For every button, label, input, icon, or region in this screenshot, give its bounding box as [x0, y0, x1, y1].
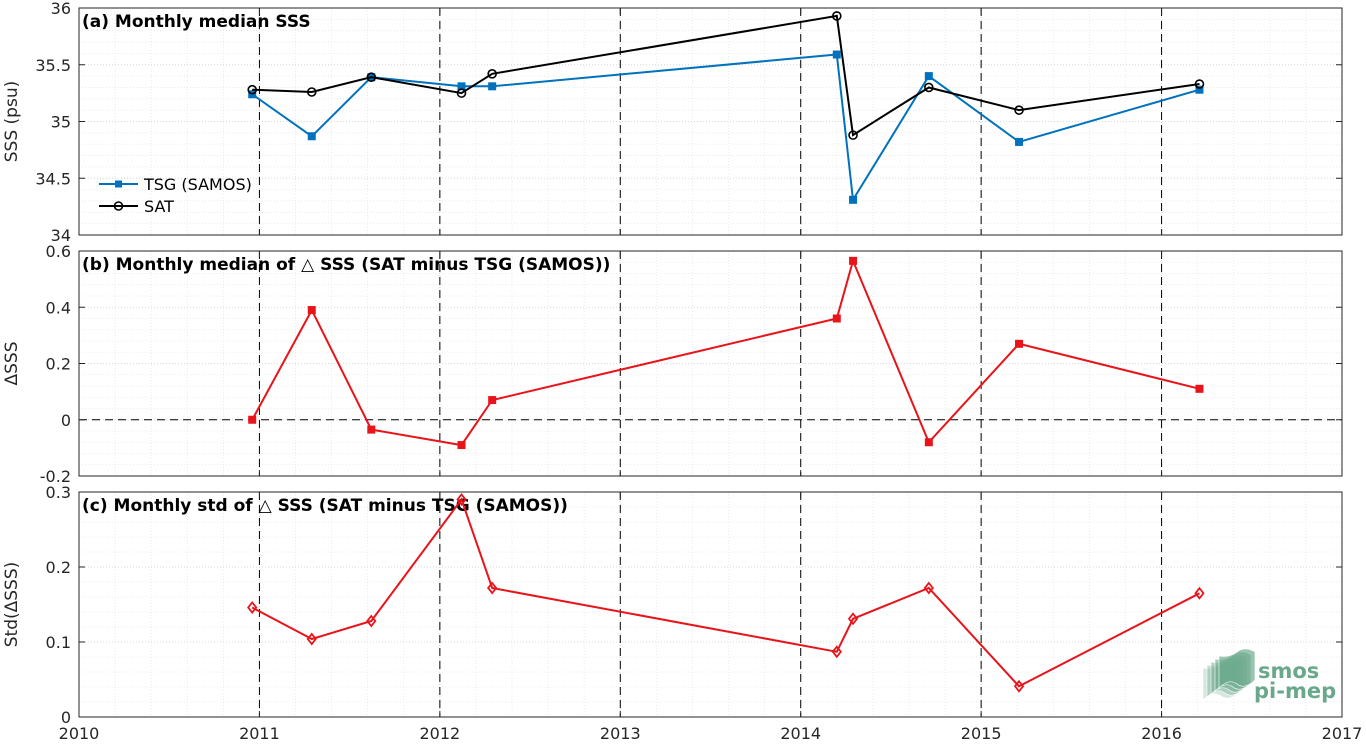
data-point [924, 438, 933, 447]
data-point [367, 425, 376, 434]
y-tick-label: 0.3 [46, 483, 71, 502]
wave-stack-logo-icon [1202, 648, 1256, 701]
logo-line2: pi-mep [1254, 679, 1336, 703]
data-point [1013, 679, 1025, 693]
panel-title: (c) Monthly std of △ SSS (SAT minus TSG … [82, 496, 568, 516]
data-point [831, 645, 842, 659]
grid [78, 250, 1343, 477]
y-tick-label: 34.5 [35, 169, 71, 188]
y-tick-label: 0.2 [46, 558, 71, 577]
y-tick-label: 0 [61, 708, 71, 727]
logo-wave-sheet [1218, 648, 1256, 689]
x-tick-label: 2012 [419, 724, 460, 743]
grid [78, 7, 1343, 236]
data-point [1014, 105, 1024, 115]
axes-box [78, 491, 1343, 718]
data-point [488, 82, 497, 91]
data-point [456, 88, 467, 98]
data-point [247, 84, 258, 95]
data-point [831, 11, 842, 21]
data-point [849, 256, 858, 265]
legend-swatch-marker [113, 201, 124, 211]
data-point [366, 614, 377, 628]
data-point [832, 50, 841, 59]
data-point [456, 493, 467, 506]
panel-title: (a) Monthly median SSS [82, 12, 311, 32]
series-line [251, 53, 1200, 203]
y-axis-label: SSS (psu) [2, 81, 22, 162]
data-point [924, 72, 933, 81]
x-tick-label: 2017 [1322, 724, 1363, 743]
smos-pi-mep-logo: smos pi-mep [1202, 648, 1336, 703]
y-tick-label: 0.6 [46, 242, 71, 261]
y-tick-label: 34 [51, 226, 71, 245]
y-tick-label: 0.2 [46, 355, 71, 374]
x-tick-label: 2016 [1141, 724, 1182, 743]
data-point [1195, 384, 1204, 393]
y-tick-label: 35.5 [35, 56, 71, 75]
data-point [924, 82, 934, 93]
data-point [848, 130, 858, 140]
data-point [923, 581, 934, 595]
data-point [849, 195, 858, 204]
y-tick-label: 0.1 [46, 633, 71, 652]
series-delta-sss [248, 256, 1204, 450]
data-point [487, 581, 498, 595]
data-point [1015, 339, 1024, 348]
y-tick-label: 36 [51, 0, 71, 18]
chart-panel-a: 34 34.5 35 35.5 36 SSS (psu) (a) Monthly media… [2, 0, 1343, 245]
data-point [366, 72, 377, 83]
x-tick-label: 2015 [961, 724, 1002, 743]
series-line [251, 257, 1200, 447]
grid [78, 491, 1343, 718]
series-line [252, 14, 1200, 137]
y-tick-label: 35 [51, 113, 71, 132]
data-point [1194, 586, 1205, 600]
series-sat [247, 11, 1205, 140]
data-point [307, 132, 316, 141]
data-point [306, 632, 317, 646]
data-point [306, 87, 317, 97]
panel-title: (b) Monthly median of △ SSS (SAT minus T… [82, 255, 610, 275]
y-axis-label: Std(ΔSSS) [2, 562, 22, 648]
legend-swatch-marker [115, 180, 122, 188]
legend-label: SAT [144, 197, 174, 216]
legend-label: TSG (SAMOS) [143, 175, 252, 194]
x-tick-label: 2010 [59, 724, 100, 743]
y-axis-label: ΔSSS [2, 341, 22, 385]
data-point [1015, 137, 1024, 146]
series-line [251, 497, 1200, 688]
y-tick-label: 0 [61, 411, 71, 430]
logo-line1: smos [1258, 659, 1319, 683]
data-point [487, 69, 497, 79]
y-tick-label: -0.2 [40, 467, 71, 486]
data-point [248, 415, 257, 424]
x-tick-label: 2011 [239, 724, 280, 743]
data-point [488, 396, 497, 405]
data-point [457, 441, 466, 450]
data-point [832, 314, 841, 323]
y-tick-label: 0.4 [46, 298, 71, 317]
series-tsg-samos [248, 50, 1204, 204]
data-point [847, 612, 859, 626]
data-point [247, 601, 258, 614]
x-tick-label: 2014 [780, 724, 821, 743]
legend: TSG (SAMOS) SAT [99, 175, 252, 216]
series-delta-sss [247, 493, 1205, 693]
data-point [307, 306, 316, 315]
data-point [1194, 79, 1205, 89]
data-point [1195, 85, 1204, 94]
chart-panel-b: -0.2 0 0.2 0.4 0.6 ΔSSS (b) Monthly median of … [2, 242, 1343, 486]
x-tick-label: 2013 [600, 724, 641, 743]
chart-panel-c: 0 0.1 0.2 0.3 2010 2011 2012 2013 2014 2015 2016 20… [2, 483, 1362, 743]
